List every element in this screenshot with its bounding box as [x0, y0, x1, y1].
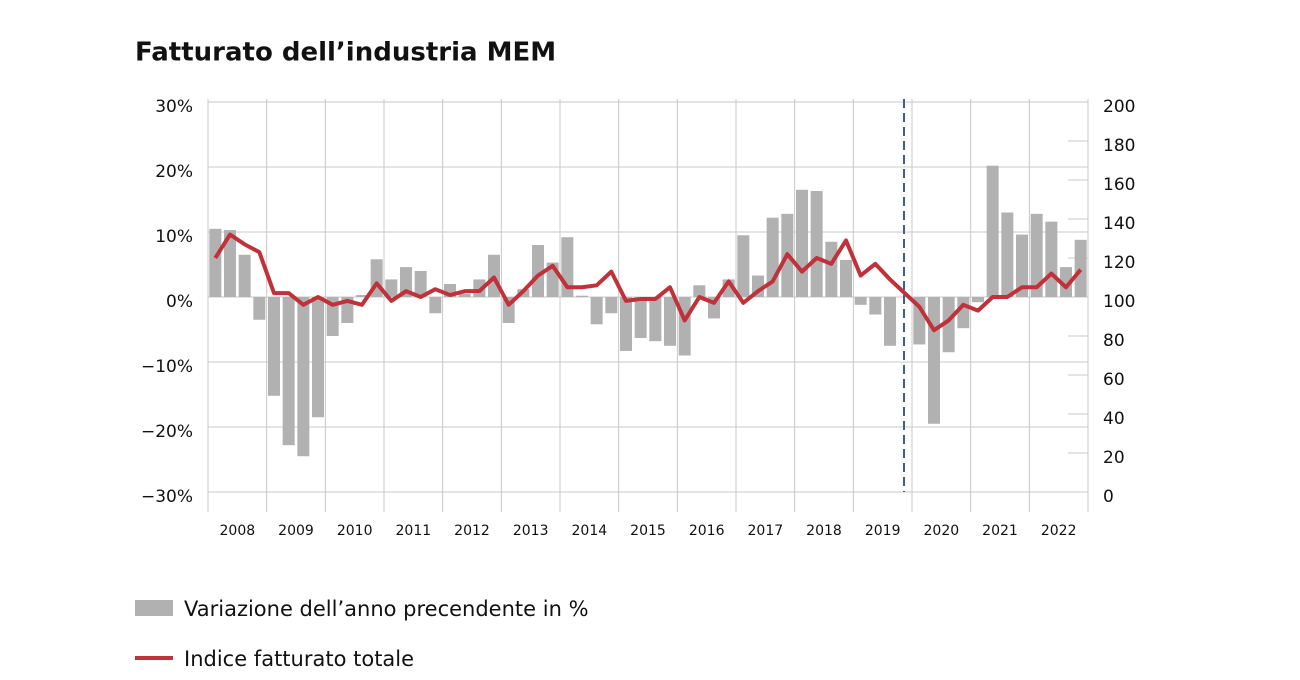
bar	[957, 297, 970, 329]
x-tick-label: 2009	[278, 523, 314, 539]
y2-tick-label: 80	[1103, 331, 1125, 351]
x-tick-label: 2017	[748, 523, 784, 539]
bar	[209, 228, 222, 297]
y2-tick-label: 60	[1103, 370, 1125, 390]
bar	[1060, 267, 1072, 297]
bar	[664, 297, 676, 346]
bar	[414, 271, 427, 297]
bar	[590, 297, 603, 325]
bar	[986, 165, 999, 297]
bar	[972, 297, 984, 303]
y-tick-label: −10%	[141, 357, 193, 377]
bar	[400, 267, 412, 297]
y2-tick-label: 0	[1103, 487, 1114, 507]
bar	[385, 279, 398, 297]
bar	[678, 297, 691, 356]
bar	[796, 189, 808, 297]
y2-tick-label: 140	[1103, 214, 1135, 234]
line	[213, 232, 1083, 333]
y-tick-label: 0%	[166, 292, 193, 312]
bar	[1074, 239, 1087, 297]
bar	[532, 245, 544, 297]
bar	[502, 297, 515, 323]
y2-tick-label: 120	[1103, 253, 1135, 273]
x-tick-label: 2014	[572, 523, 608, 539]
bar	[326, 297, 339, 336]
x-tick-label: 2020	[924, 523, 960, 539]
y-tick-label: −20%	[141, 422, 193, 442]
bar	[1045, 221, 1058, 297]
legend-label: Indice fatturato totale	[184, 647, 414, 671]
y-tick-label: 30%	[155, 97, 193, 117]
legend-swatch	[135, 600, 173, 616]
bar	[928, 297, 940, 424]
x-tick-label: 2011	[396, 523, 432, 539]
x-tick-label: 2012	[454, 523, 490, 539]
bar	[1030, 213, 1043, 297]
x-tick-label: 2008	[220, 523, 256, 539]
bar	[840, 259, 852, 297]
legend-label: Variazione dell’anno precendente in %	[184, 597, 589, 621]
y2-tick-label: 100	[1103, 292, 1135, 312]
y-tick-label: 20%	[155, 162, 193, 182]
bar	[620, 297, 632, 351]
bar	[649, 297, 662, 342]
x-tick-label: 2016	[689, 523, 725, 539]
bar	[810, 191, 823, 297]
bar	[884, 297, 896, 346]
x-tick-label: 2018	[806, 523, 842, 539]
x-tick-label: 2015	[630, 523, 666, 539]
bar	[693, 285, 706, 297]
x-tick-label: 2013	[513, 523, 549, 539]
x-tick-label: 2010	[337, 523, 373, 539]
bar	[869, 297, 882, 315]
bar	[737, 235, 750, 297]
bar	[1016, 234, 1028, 297]
y2-tick-label: 40	[1103, 409, 1125, 429]
bar	[356, 295, 368, 297]
chart-title: Fatturato dell’industria MEM	[135, 38, 556, 68]
x-tick-label: 2021	[982, 523, 1018, 539]
y-tick-label: −30%	[141, 487, 193, 507]
bar	[312, 297, 324, 418]
bar	[576, 295, 588, 297]
bar	[1001, 212, 1014, 297]
bar	[238, 254, 251, 297]
bar	[825, 241, 838, 297]
bar	[429, 297, 442, 314]
x-tick-label: 2022	[1041, 523, 1077, 539]
y2-tick-label: 180	[1103, 136, 1135, 156]
bar	[854, 297, 867, 305]
y2-tick-label: 20	[1103, 448, 1125, 468]
bar	[634, 297, 647, 338]
bar	[297, 297, 310, 457]
y2-tick-label: 200	[1103, 97, 1135, 117]
y-tick-label: 10%	[155, 227, 193, 247]
bar	[458, 293, 471, 297]
bar	[942, 297, 955, 353]
bar	[282, 297, 295, 446]
y2-tick-label: 160	[1103, 175, 1135, 195]
bar	[268, 297, 280, 396]
bar	[253, 297, 266, 320]
bar	[605, 297, 618, 314]
x-tick-label: 2019	[865, 523, 901, 539]
bar	[224, 230, 236, 297]
